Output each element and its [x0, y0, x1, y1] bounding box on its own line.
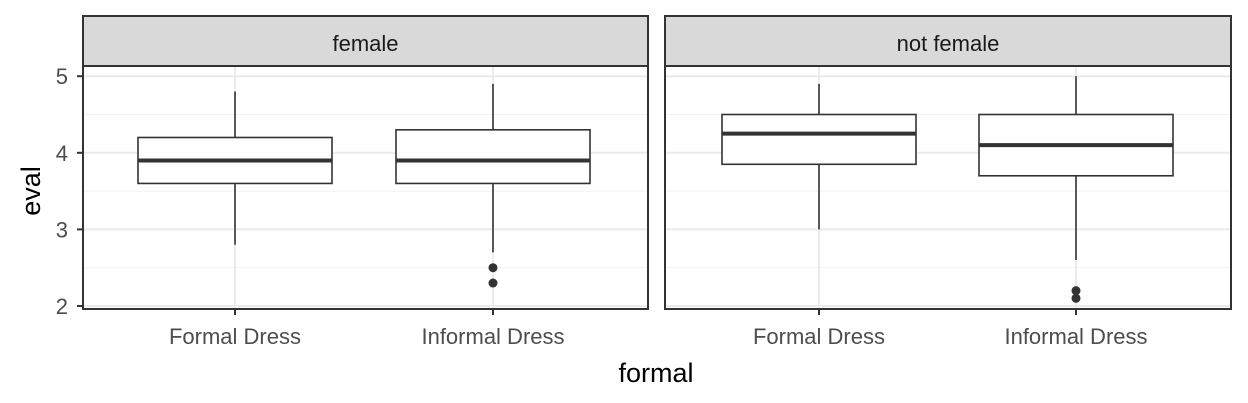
box-2 — [395, 83, 591, 288]
y-axis-title: eval — [16, 166, 46, 216]
box-iqr — [721, 113, 917, 166]
panel-1: female Formal Dress Informal Dress — [82, 15, 649, 349]
outlier-point — [1071, 286, 1081, 296]
y-tick-label: 2 — [56, 294, 68, 319]
strip-background — [664, 15, 1232, 67]
box-2 — [978, 76, 1174, 303]
panel-2: not female Formal Dress Informal Dress — [664, 15, 1232, 349]
y-tick-label: 4 — [56, 141, 68, 166]
x-tick-label: Formal Dress — [169, 324, 301, 349]
x-tick-label: Informal Dress — [1004, 324, 1147, 349]
outlier-point — [1071, 293, 1081, 303]
box-1 — [721, 83, 917, 230]
panel-background — [83, 66, 648, 309]
strip-label: not female — [897, 31, 1000, 56]
strip-background — [82, 15, 649, 67]
outlier-point — [488, 263, 498, 273]
box-1 — [137, 91, 333, 245]
x-axis-title: formal — [618, 358, 693, 388]
x-tick-label: Informal Dress — [421, 324, 564, 349]
panel-background — [665, 66, 1231, 309]
outlier-point — [488, 278, 498, 288]
x-tick-label: Formal Dress — [753, 324, 885, 349]
y-tick-label: 3 — [56, 217, 68, 242]
box-iqr — [395, 129, 591, 185]
y-tick-label: 5 — [56, 64, 68, 89]
strip-label: female — [332, 31, 398, 56]
